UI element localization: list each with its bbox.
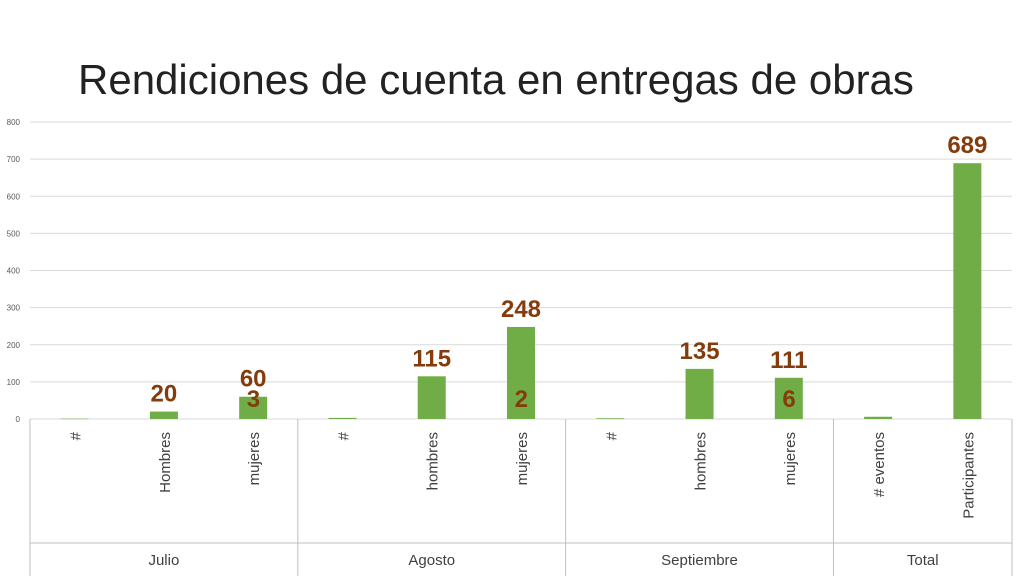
category-label: Hombres	[157, 432, 174, 493]
data-label: 689	[947, 132, 987, 159]
y-tick-label: 400	[7, 267, 21, 276]
data-label: 135	[680, 338, 720, 365]
bar	[596, 418, 625, 419]
data-label: 115	[412, 345, 451, 372]
data-label: 60	[240, 366, 267, 393]
group-label: Julio	[148, 552, 179, 569]
bar	[685, 368, 714, 419]
group-label: Agosto	[408, 552, 455, 569]
bar	[239, 396, 268, 419]
category-label: mujeres	[514, 432, 531, 485]
category-label: #	[603, 431, 620, 440]
bar	[507, 326, 535, 419]
category-label: #	[68, 431, 85, 440]
group-label: Total	[907, 552, 939, 569]
data-label: 111	[770, 347, 807, 374]
bar	[417, 376, 446, 419]
bar	[328, 417, 357, 419]
y-tick-label: 300	[7, 304, 21, 313]
category-label: mujeres	[246, 432, 263, 485]
category-label: mujeres	[782, 432, 799, 485]
data-label: 6	[782, 386, 795, 413]
data-label: 2	[515, 386, 528, 413]
group-label: Septiembre	[661, 552, 738, 569]
category-label: # eventos	[871, 432, 888, 497]
category-label: #	[335, 431, 352, 440]
y-tick-label: 700	[7, 155, 21, 164]
y-tick-label: 500	[7, 229, 21, 238]
y-tick-label: 800	[7, 118, 21, 127]
category-label: hombres	[425, 432, 442, 490]
chart-title: Rendiciones de cuenta en entregas de obr…	[78, 56, 914, 103]
y-tick-label: 0	[16, 415, 21, 424]
bar	[864, 416, 893, 419]
bar	[953, 163, 982, 419]
bar	[149, 411, 178, 419]
category-label: hombres	[693, 432, 710, 490]
y-tick-label: 100	[7, 378, 21, 387]
y-tick-label: 600	[7, 192, 21, 201]
bar	[60, 418, 89, 420]
data-label: 20	[151, 381, 178, 408]
y-tick-label: 200	[7, 341, 21, 350]
data-label: 248	[501, 296, 541, 323]
data-label: 3	[247, 386, 260, 413]
bar	[774, 377, 803, 419]
category-label: Participantes	[960, 432, 977, 519]
